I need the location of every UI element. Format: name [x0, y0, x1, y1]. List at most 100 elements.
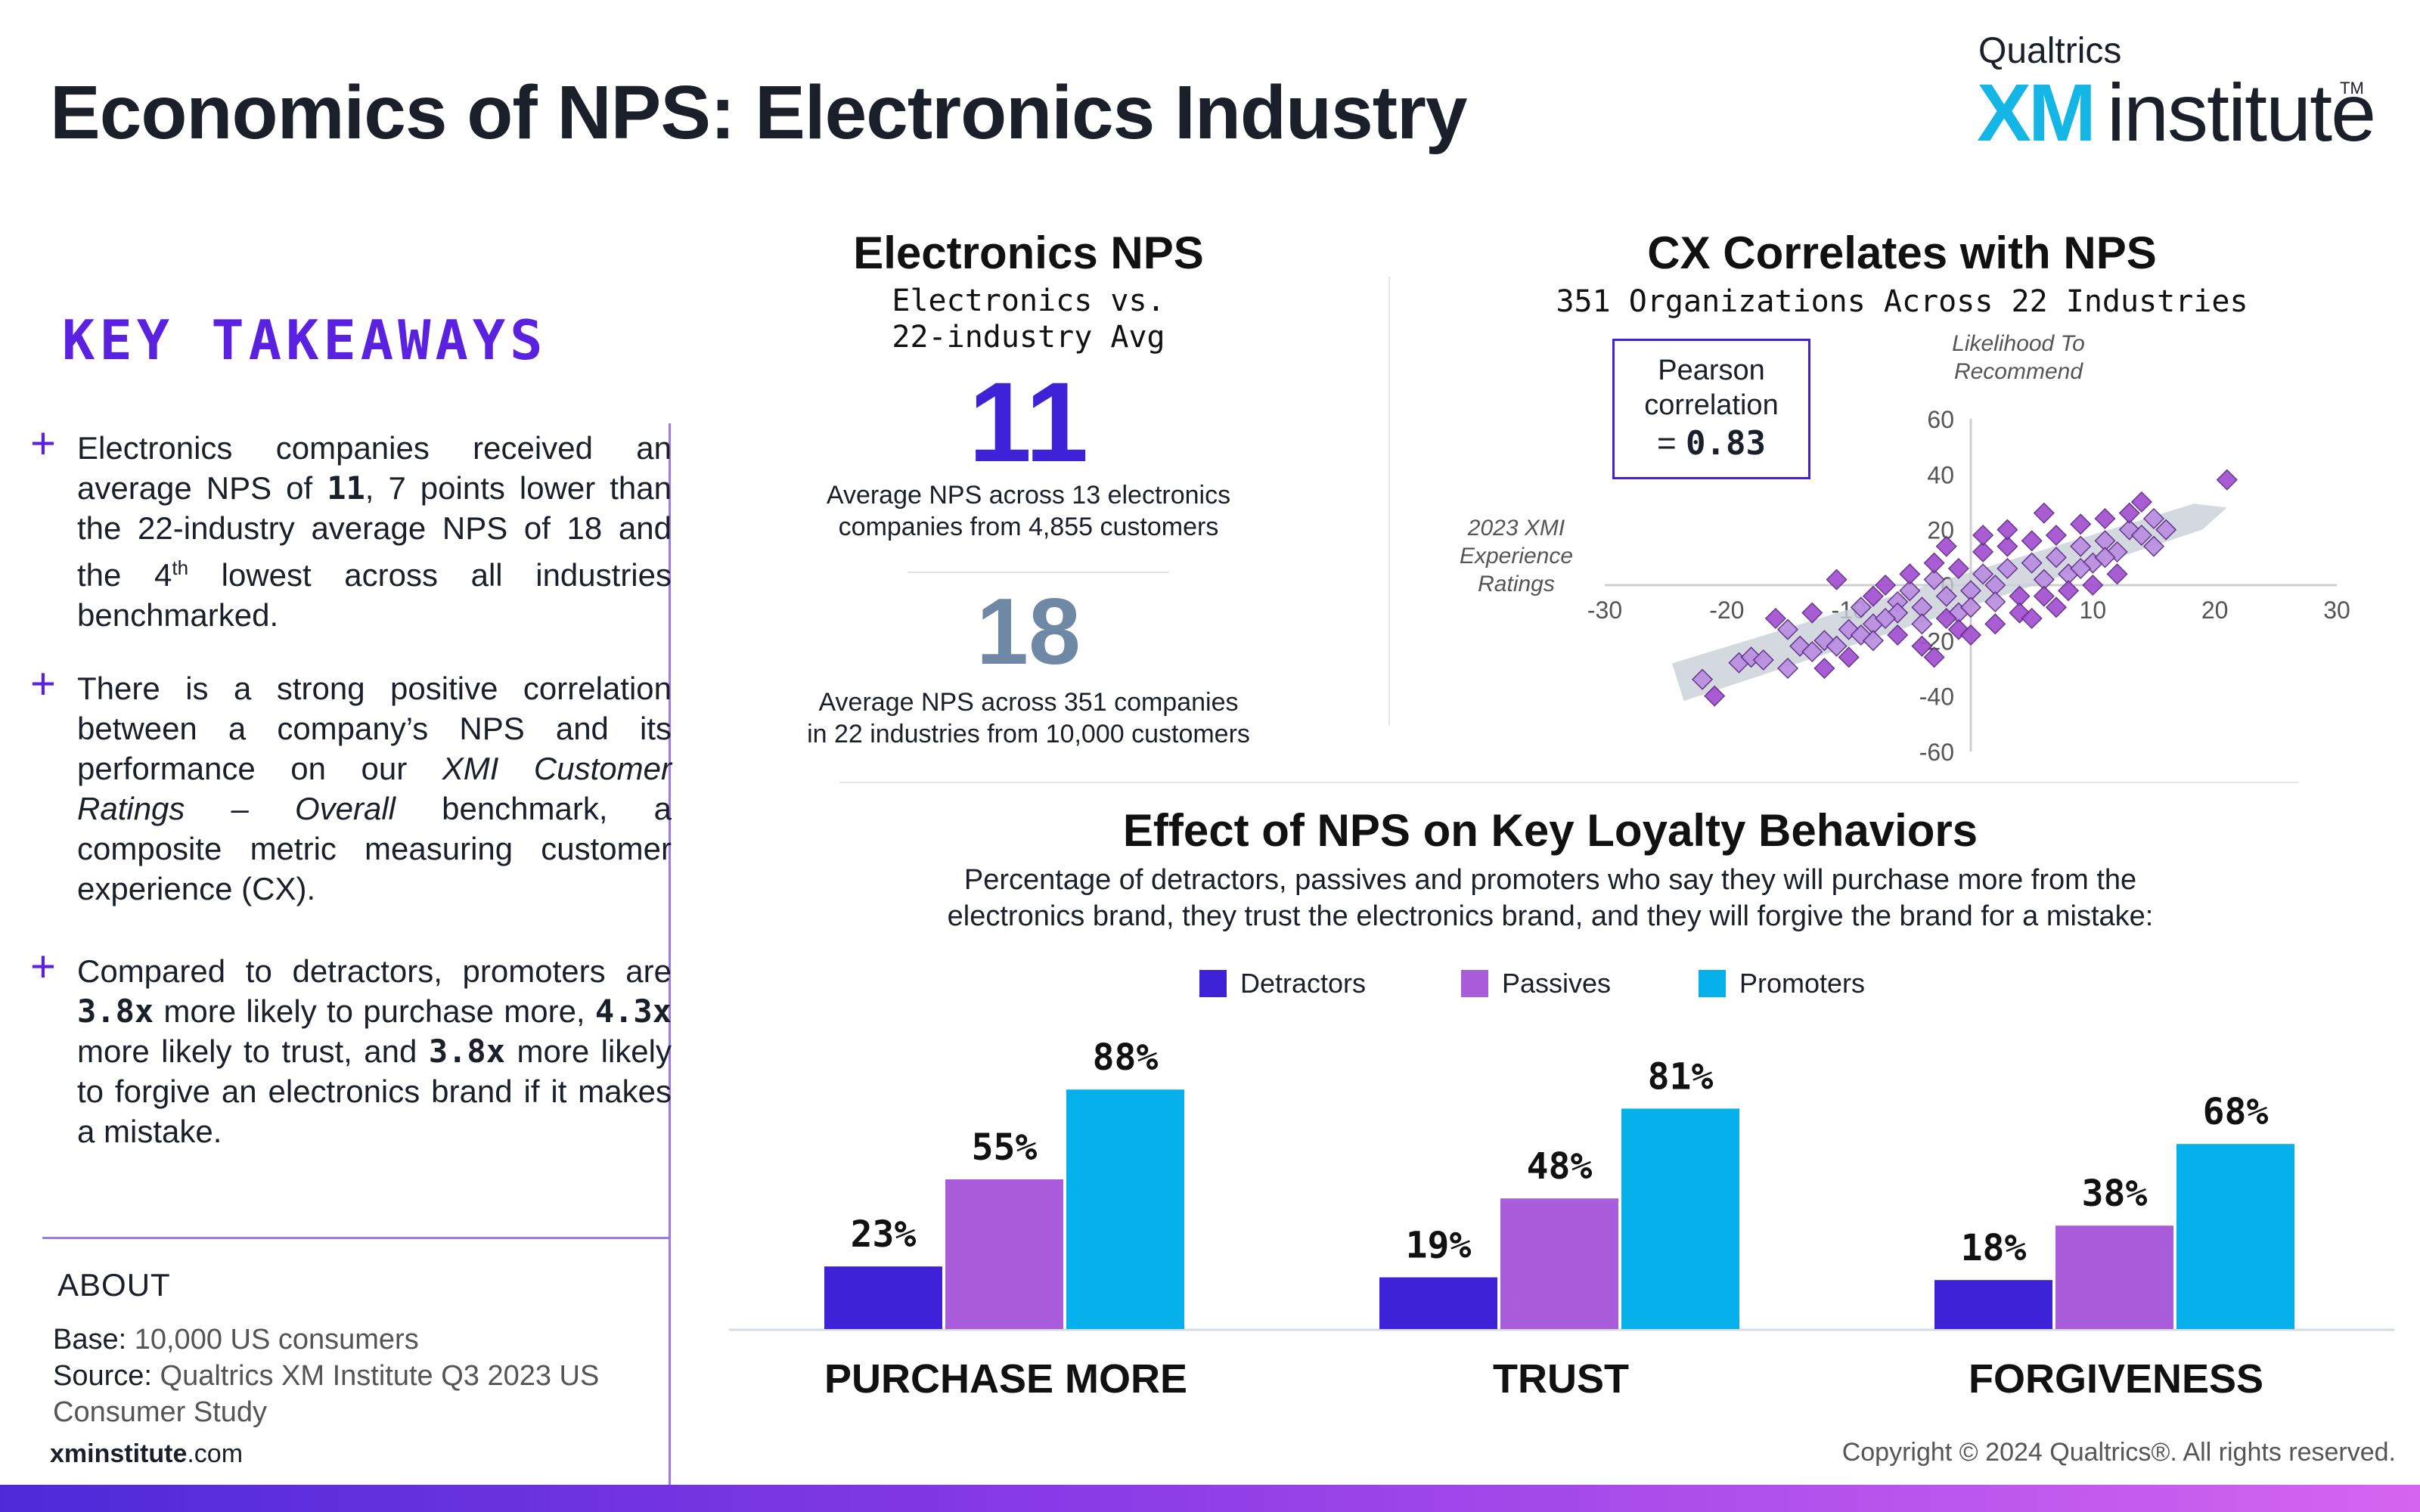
scatter-x-tick: -30: [1587, 596, 1622, 624]
scatter-point: [1764, 607, 1786, 630]
scatter-y-tick: -60: [1919, 739, 1954, 766]
scatter-point: [1996, 535, 2018, 557]
legend-label-promoters: Promoters: [1739, 968, 1866, 999]
scatter-point: [1923, 646, 1945, 668]
scatter-point: [1959, 624, 1982, 646]
page-title: Economics of NPS: Electronics Industry: [50, 70, 1468, 155]
about-separator: [42, 1237, 670, 1239]
bar-passives: [945, 1179, 1063, 1329]
scatter-x-label: 2023 XMI Experience Ratings: [1459, 516, 1574, 596]
legend-label-passives: Passives: [1502, 968, 1612, 999]
scatter-point: [1947, 557, 1969, 580]
section-divider-vertical: [1388, 277, 1390, 726]
takeaway-item-1: + Electronics companies received an aver…: [30, 419, 672, 634]
scatter-point: [1776, 618, 1799, 640]
pearson-box: Pearson correlation = 0.83: [1612, 339, 1810, 479]
scatter-point: [1704, 685, 1726, 707]
brand-qualtrics: Qualtrics: [1978, 31, 2122, 71]
bar-value-label: 81%: [1648, 1055, 1714, 1098]
scatter-point: [1801, 602, 1823, 624]
scatter-point: [1850, 596, 1872, 618]
scatter-point: [1923, 552, 1945, 574]
bottom-gradient-bar: [0, 1485, 2420, 1512]
legend-swatch-passives: [1461, 970, 1488, 997]
bar-category-label: PURCHASE MORE: [824, 1356, 1187, 1402]
scatter-x-tick: 10: [2080, 596, 2107, 624]
scatter-point: [2045, 547, 2067, 569]
scatter-point: [2045, 596, 2067, 618]
scatter-point: [2045, 524, 2067, 547]
about-base: Base: 10,000 US consumers: [53, 1324, 419, 1356]
cx-title: CX Correlates with NPS: [1647, 228, 2157, 278]
bar-promoters: [1621, 1108, 1739, 1329]
scatter-point: [2130, 491, 2152, 513]
about-title: ABOUT: [57, 1267, 171, 1303]
scatter-point: [1899, 563, 1921, 585]
plus-icon: +: [30, 419, 56, 468]
scatter-point: [2216, 469, 2238, 491]
scatter-point: [2070, 557, 2092, 580]
scatter-point: [1935, 607, 1957, 630]
scatter-point: [1826, 569, 1848, 590]
scatter-point: [1935, 585, 1957, 607]
bar-promoters: [2176, 1144, 2294, 1329]
scatter-x-tick: 30: [2323, 596, 2350, 624]
scatter-point: [2021, 552, 2043, 574]
effect-subtitle: Percentage of detractors, passives and p…: [947, 864, 2154, 932]
scatter-point: [1984, 613, 2006, 635]
about-source: Source: Qualtrics XM Institute Q3 2023 U…: [53, 1360, 600, 1392]
scatter-point: [1996, 557, 2018, 580]
plus-icon: +: [30, 942, 56, 991]
scatter-point: [1752, 649, 1774, 671]
site-link[interactable]: xminstitute.com: [50, 1439, 244, 1468]
copyright: Copyright © 2024 Qualtrics®. All rights …: [1841, 1438, 2396, 1467]
brand-institute: institute: [2107, 67, 2376, 158]
scatter-point: [1813, 657, 1835, 680]
key-takeaways-title: KEY TAKEAWAYS: [62, 308, 548, 372]
scatter-point: [2021, 530, 2043, 552]
bar-value-label: 55%: [972, 1126, 1038, 1169]
scatter-point: [2106, 563, 2128, 585]
scatter-point: [1984, 590, 2006, 613]
scatter-point: [2070, 535, 2092, 557]
bar-value-label: 68%: [2203, 1091, 2269, 1133]
scatter-point: [1923, 569, 1945, 590]
bar-value-label: 19%: [1406, 1225, 1472, 1267]
scatter-point: [1935, 535, 1957, 557]
takeaway-item-2: + There is a strong positive correlation…: [30, 659, 672, 907]
takeaway-item-3: + Compared to detractors, promoters are …: [30, 942, 672, 1150]
brand-trademark: TM: [2340, 79, 2364, 98]
scatter-point: [2142, 535, 2165, 557]
scatter-point: [2082, 574, 2104, 596]
scatter-point: [1972, 563, 1994, 585]
scatter-point: [1887, 624, 1909, 646]
about-source-cont: Consumer Study: [53, 1396, 268, 1428]
scatter-point: [1959, 596, 1982, 618]
nps-divider: [908, 572, 1169, 573]
scatter-point: [1911, 635, 1933, 657]
scatter-point: [2094, 547, 2116, 569]
nps-average-value: 18: [976, 580, 1081, 684]
scatter-x-tick: -20: [1709, 596, 1744, 624]
scatter-point: [1911, 613, 1933, 635]
effect-title: Effect of NPS on Key Loyalty Behaviors: [1122, 805, 1978, 856]
scatter-point: [2094, 507, 2116, 530]
plus-icon: +: [30, 659, 56, 708]
scatter-point: [1692, 668, 1714, 690]
scatter-point: [2058, 580, 2080, 602]
scatter-point: [2021, 607, 2043, 630]
bar-detractors: [824, 1266, 942, 1329]
scatter-point: [1899, 580, 1921, 602]
bar-value-label: 38%: [2082, 1173, 2148, 1215]
bar-value-label: 88%: [1093, 1036, 1159, 1079]
scatter-point: [2033, 502, 2055, 524]
scatter-point: [2070, 513, 2092, 535]
scatter-point: [2155, 519, 2177, 541]
scatter-point: [2118, 502, 2140, 524]
nps-subtitle: Electronics vs. 22-industry Avg: [892, 284, 1165, 355]
scatter-point: [1875, 574, 1897, 596]
cx-subtitle: 351 Organizations Across 22 Industries: [1556, 284, 2248, 319]
legend-swatch-detractors: [1199, 970, 1227, 997]
